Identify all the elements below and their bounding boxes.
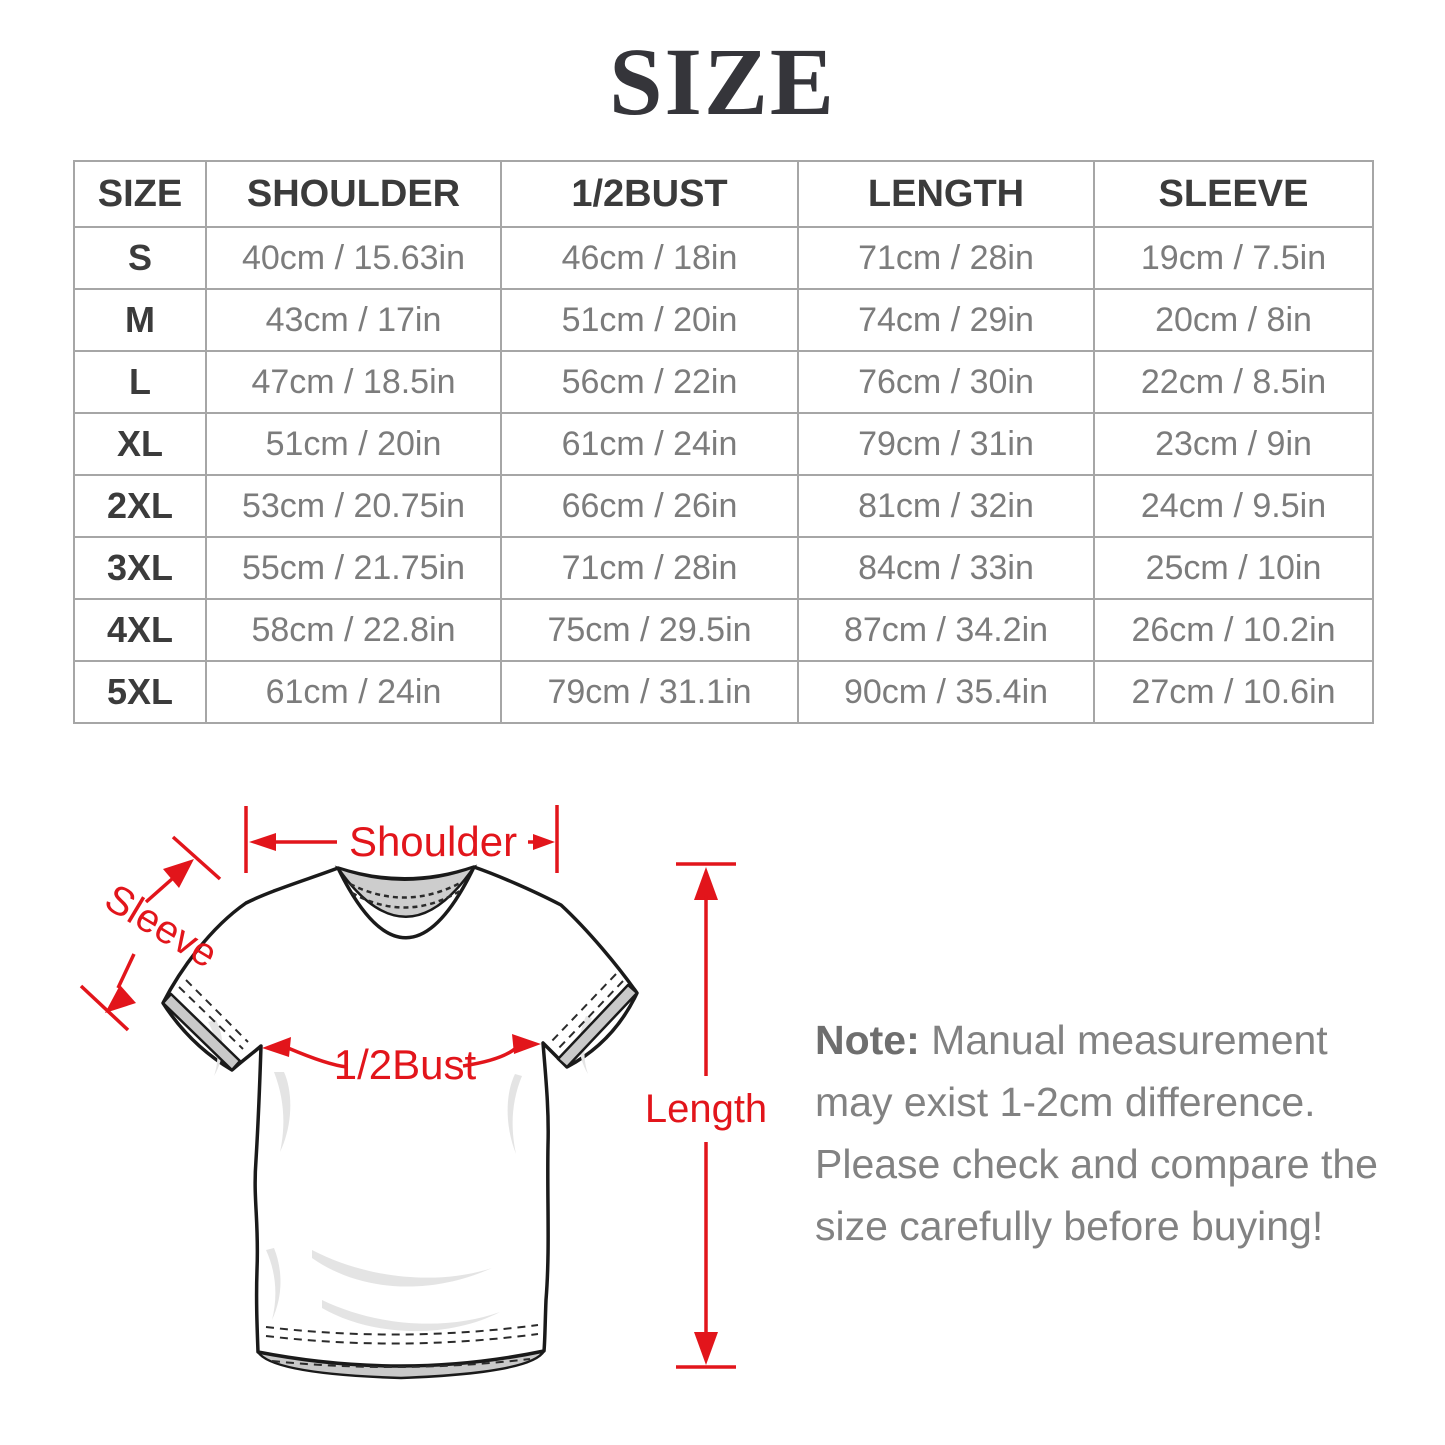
bust-label: 1/2Bust — [334, 1041, 477, 1088]
collar-inner — [334, 864, 478, 918]
measurement-cell: 22cm / 8.5in — [1093, 350, 1374, 414]
right-cuff-stitching — [549, 973, 617, 1044]
left-cuff-stitching — [178, 986, 244, 1050]
sleeve-label: Sleeve — [97, 876, 225, 977]
fabric-fold-shadow — [274, 1072, 291, 1152]
measurement-cell: 40cm / 15.63in — [205, 226, 502, 290]
table-row: 3XL 55cm / 21.75in 71cm / 28in 84cm / 33… — [73, 536, 1374, 600]
measurement-cell: 23cm / 9in — [1093, 412, 1374, 476]
sleeve-dim-line — [116, 953, 136, 989]
size-cell: S — [73, 226, 207, 290]
length-label: Length — [645, 1087, 767, 1131]
measurement-cell: 58cm / 22.8in — [205, 598, 502, 662]
size-cell: XL — [73, 412, 207, 476]
tshirt-measurement-diagram: Shoulder Sleeve 1/2Bust Length — [79, 805, 767, 1380]
size-cell: 3XL — [73, 536, 207, 600]
measurement-cell: 43cm / 17in — [205, 288, 502, 352]
measurement-cell: 24cm / 9.5in — [1093, 474, 1374, 538]
fabric-fold-shadow — [507, 1074, 522, 1154]
measurement-cell: 20cm / 8in — [1093, 288, 1374, 352]
measurement-note: Note: Manual measurement may exist 1-2cm… — [815, 1009, 1395, 1257]
measurement-cell: 79cm / 31in — [797, 412, 1095, 476]
shoulder-arrowhead-right — [533, 834, 555, 850]
fabric-fold-shadow — [266, 1248, 281, 1320]
bust-dim-line — [462, 1046, 518, 1068]
measurement-cell: 71cm / 28in — [797, 226, 1095, 290]
measurement-cell: 51cm / 20in — [500, 288, 799, 352]
collar-neckline-arc — [336, 866, 476, 940]
measurement-cell: 61cm / 24in — [205, 660, 502, 724]
measurement-cell: 66cm / 26in — [500, 474, 799, 538]
measurement-cell: 84cm / 33in — [797, 536, 1095, 600]
note-label: Note: — [815, 1017, 920, 1063]
collar-stitching — [349, 880, 463, 899]
note-text: Manual measurement may exist 1-2cm diffe… — [815, 1017, 1378, 1249]
bust-dim-line — [287, 1046, 348, 1069]
measurement-cell: 25cm / 10in — [1093, 536, 1374, 600]
measurement-cell: 81cm / 32in — [797, 474, 1095, 538]
measurement-cell: 74cm / 29in — [797, 288, 1095, 352]
measurement-cell: 47cm / 18.5in — [205, 350, 502, 414]
left-cuff — [161, 992, 242, 1072]
bust-arrowhead-right — [512, 1034, 541, 1054]
column-header-shoulder: SHOULDER — [205, 160, 502, 228]
sleeve-arrowhead-lower — [105, 985, 136, 1013]
right-cuff-stitching — [556, 980, 624, 1051]
hem-stitching — [265, 1333, 539, 1345]
measurement-cell: 61cm / 24in — [500, 412, 799, 476]
measurement-cell: 75cm / 29.5in — [500, 598, 799, 662]
bust-arrowhead-left — [262, 1037, 291, 1057]
shoulder-arrowhead-left — [249, 833, 276, 851]
measurement-cell: 27cm / 10.6in — [1093, 660, 1374, 724]
measurement-cell: 79cm / 31.1in — [500, 660, 799, 724]
fabric-fold-shadow — [312, 1250, 492, 1287]
measurement-cell: 53cm / 20.75in — [205, 474, 502, 538]
hem-stitching — [265, 1324, 539, 1336]
measurement-cell: 71cm / 28in — [500, 536, 799, 600]
size-cell: 5XL — [73, 660, 207, 724]
column-header-sleeve: SLEEVE — [1093, 160, 1374, 228]
measurement-cell: 87cm / 34.2in — [797, 598, 1095, 662]
collar-stitching — [351, 889, 461, 909]
table-header-row: SIZE SHOULDER 1/2BUST LENGTH SLEEVE — [73, 160, 1374, 228]
table-row: XL 51cm / 20in 61cm / 24in 79cm / 31in 2… — [73, 412, 1374, 476]
sleeve-tick-upper — [171, 835, 222, 881]
table-row: 5XL 61cm / 24in 79cm / 31.1in 90cm / 35.… — [73, 660, 1374, 724]
table-row: L 47cm / 18.5in 56cm / 22in 76cm / 30in … — [73, 350, 1374, 414]
fabric-fold-shadow — [208, 1020, 223, 1076]
length-arrowhead-down — [694, 1332, 718, 1365]
size-cell: 4XL — [73, 598, 207, 662]
measurement-cell: 90cm / 35.4in — [797, 660, 1095, 724]
tshirt-outline — [161, 865, 639, 1368]
column-header-length: LENGTH — [797, 160, 1095, 228]
hem-stitching — [271, 1358, 531, 1369]
measurement-cell: 51cm / 20in — [205, 412, 502, 476]
page-title: SIZE — [609, 28, 836, 135]
measurement-cell: 76cm / 30in — [797, 350, 1095, 414]
length-arrowhead-up — [694, 867, 718, 900]
sleeve-tick-lower — [79, 984, 130, 1032]
shoulder-label: Shoulder — [349, 818, 517, 865]
size-cell: 2XL — [73, 474, 207, 538]
fabric-fold-shadow — [579, 1016, 592, 1074]
column-header-size: SIZE — [73, 160, 207, 228]
measurement-cell: 46cm / 18in — [500, 226, 799, 290]
column-header-half-bust: 1/2BUST — [500, 160, 799, 228]
sleeve-dim-line — [144, 877, 174, 904]
measurement-cell: 55cm / 21.75in — [205, 536, 502, 600]
measurement-cell: 19cm / 7.5in — [1093, 226, 1374, 290]
size-chart-table: SIZE SHOULDER 1/2BUST LENGTH SLEEVE S 40… — [73, 160, 1374, 724]
fabric-fold-shadow — [322, 1300, 500, 1332]
measurement-cell: 26cm / 10.2in — [1093, 598, 1374, 662]
measurement-cell: 56cm / 22in — [500, 350, 799, 414]
table-row: 4XL 58cm / 22.8in 75cm / 29.5in 87cm / 3… — [73, 598, 1374, 662]
size-cell: M — [73, 288, 207, 352]
table-row: S 40cm / 15.63in 46cm / 18in 71cm / 28in… — [73, 226, 1374, 290]
sleeve-arrowhead-upper — [163, 859, 194, 888]
right-cuff — [556, 983, 639, 1069]
table-row: M 43cm / 17in 51cm / 20in 74cm / 29in 20… — [73, 288, 1374, 352]
left-cuff-stitching — [185, 979, 249, 1043]
size-cell: L — [73, 350, 207, 414]
table-row: 2XL 53cm / 20.75in 66cm / 26in 81cm / 32… — [73, 474, 1374, 538]
